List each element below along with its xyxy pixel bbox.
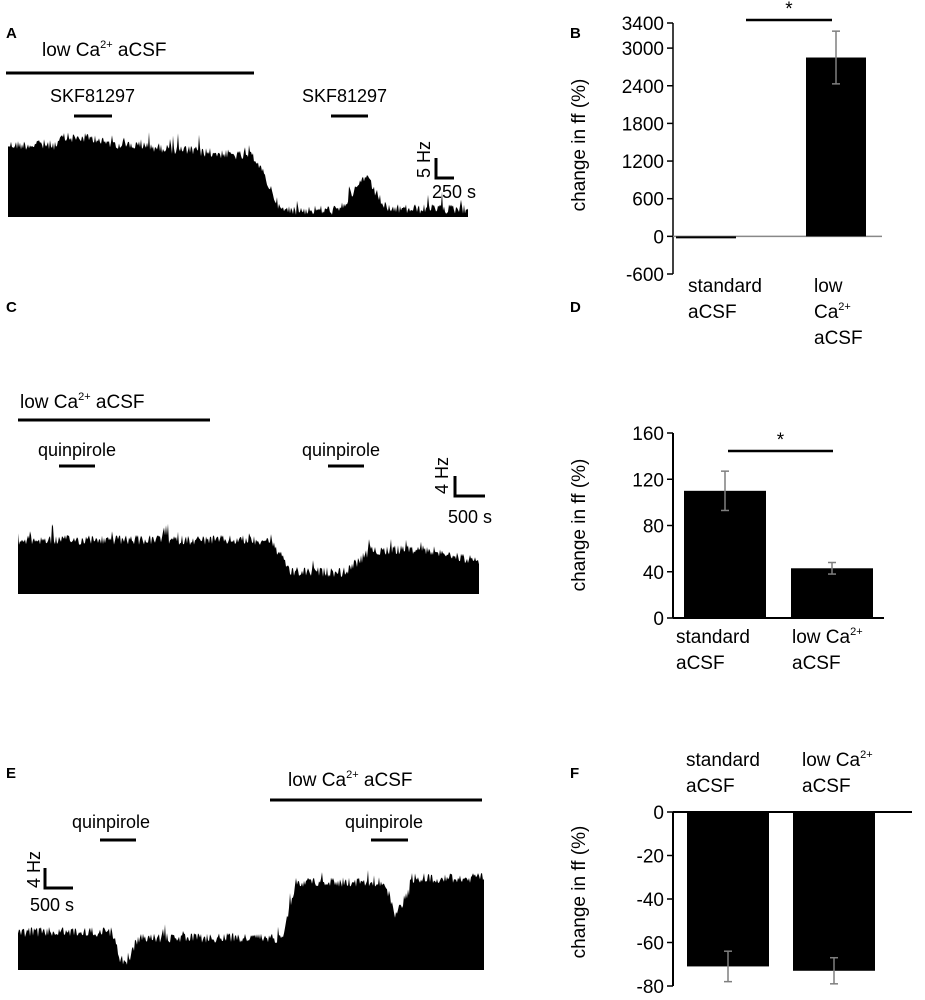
label-superscript: 2+	[850, 626, 863, 638]
y-tick-label: 160	[632, 424, 664, 445]
panel-letter-a: A	[6, 25, 17, 42]
y-tick-label: 2400	[622, 77, 664, 98]
bar	[791, 568, 873, 618]
bar	[676, 236, 736, 239]
trace-e-scale-x-label: 500 s	[30, 895, 74, 915]
y-tick-label: 600	[632, 190, 664, 211]
x-category-label: aCSF	[688, 302, 737, 323]
trace-e-firing-rate	[18, 870, 484, 970]
x-category-label: aCSF	[676, 653, 725, 674]
panel-letter-b: B	[570, 25, 581, 42]
y-tick-label: 80	[643, 517, 664, 538]
y-tick-label: 3000	[622, 39, 664, 60]
y-tick-label: 0	[653, 227, 664, 248]
y-tick-label: 40	[643, 563, 664, 584]
trace-a-firing-rate	[8, 132, 468, 217]
y-tick-label: -20	[637, 847, 664, 868]
y-tick-label: -80	[637, 977, 664, 998]
bar	[793, 812, 875, 971]
label-superscript: 2+	[838, 301, 851, 313]
y-tick-label: -40	[637, 890, 664, 911]
trace-c-firing-rate	[18, 523, 479, 594]
bar	[684, 490, 766, 618]
trace-a-scale-x-label: 250 s	[432, 182, 476, 202]
panel-a: A low Ca2+ aCSF SKF81297 SKF81297 5 Hz 2…	[6, 25, 476, 217]
y-tick-label: -60	[637, 934, 664, 955]
trace-c-drug-label-2: quinpirole	[302, 440, 380, 460]
chart-d-ylabel: change in ff (%)	[569, 459, 590, 592]
trace-c-scale-x-label: 500 s	[448, 507, 492, 527]
chart-d: 0 40 80 120 160 standard aCSF low Ca2+ aCSF *	[632, 424, 884, 674]
panel-d: D change in ff (%) 0 40 80 120 160 standard aC…	[569, 299, 884, 674]
trace-e-drug-label-2: quinpirole	[345, 812, 423, 832]
trace-a-scale-y-label: 5 Hz	[414, 141, 434, 178]
y-tick-label: 120	[632, 470, 664, 491]
trace-e-bath-label: low Ca2+ aCSF	[288, 769, 412, 791]
panel-f: F change in ff (%) -80 -60 -40 -20 0 standard…	[569, 749, 912, 998]
x-category-label: standard	[688, 276, 762, 297]
trace-c-bath-label: low Ca2+ aCSF	[20, 391, 144, 413]
label-main: Ca	[814, 302, 839, 323]
chart-b: -600 0 600 1200 1800 2400 3000 3400 standard aCSF…	[622, 0, 882, 349]
panel-letter-e: E	[6, 765, 16, 782]
trace-a-scale-bar	[434, 158, 454, 180]
trace-c-scale-bar	[453, 476, 485, 498]
y-tick-label: 1800	[622, 114, 664, 135]
x-category-label: standard	[686, 750, 760, 771]
label-main: low Ca	[792, 627, 851, 648]
x-category-label: low Ca2+	[792, 626, 863, 648]
trace-a-bath-label: low Ca2+ aCSF	[42, 39, 166, 61]
x-category-label: low	[814, 276, 843, 297]
trace-c-drug-label-1: quinpirole	[38, 440, 116, 460]
panel-b: B change in ff (%) -600 0 600 1200 1800 2400 3…	[569, 0, 882, 349]
chart-f: -80 -60 -40 -20 0 standard aCSF low Ca2+ aCSF	[637, 749, 912, 998]
x-category-label: aCSF	[814, 328, 863, 349]
trace-e-scale-y-label: 4 Hz	[24, 851, 44, 888]
y-tick-label: 0	[653, 803, 664, 824]
label-superscript: 2+	[860, 749, 873, 761]
trace-a-drug-label-2: SKF81297	[302, 86, 387, 106]
panel-letter-d: D	[570, 299, 581, 316]
label-main: low Ca	[802, 750, 861, 771]
trace-e-scale-bar	[43, 868, 73, 890]
trace-c-scale-y-label: 4 Hz	[432, 457, 452, 494]
x-category-label: aCSF	[792, 653, 841, 674]
panel-c: C low Ca2+ aCSF quinpirole quinpirole 4 …	[6, 299, 492, 594]
x-category-label: aCSF	[802, 776, 851, 797]
y-tick-label: 0	[653, 609, 664, 630]
x-category-label: aCSF	[686, 776, 735, 797]
panel-e: E low Ca2+ aCSF quinpirole quinpirole 4 …	[6, 765, 484, 970]
bar	[687, 812, 769, 967]
panel-letter-c: C	[6, 299, 17, 316]
trace-e-drug-label-1: quinpirole	[72, 812, 150, 832]
chart-f-ylabel: change in ff (%)	[569, 826, 590, 959]
bar	[806, 57, 866, 237]
y-tick-label: -600	[626, 265, 664, 286]
significance-star: *	[785, 0, 793, 20]
panel-letter-f: F	[570, 765, 579, 782]
chart-b-ylabel: change in ff (%)	[569, 79, 590, 212]
x-category-label: low Ca2+	[802, 749, 873, 771]
significance-star: *	[777, 430, 785, 451]
x-category-label: standard	[676, 627, 750, 648]
x-category-label: Ca2+	[814, 301, 851, 323]
y-tick-label: 1200	[622, 152, 664, 173]
y-tick-label: 3400	[622, 14, 664, 35]
trace-a-drug-label-1: SKF81297	[50, 86, 135, 106]
